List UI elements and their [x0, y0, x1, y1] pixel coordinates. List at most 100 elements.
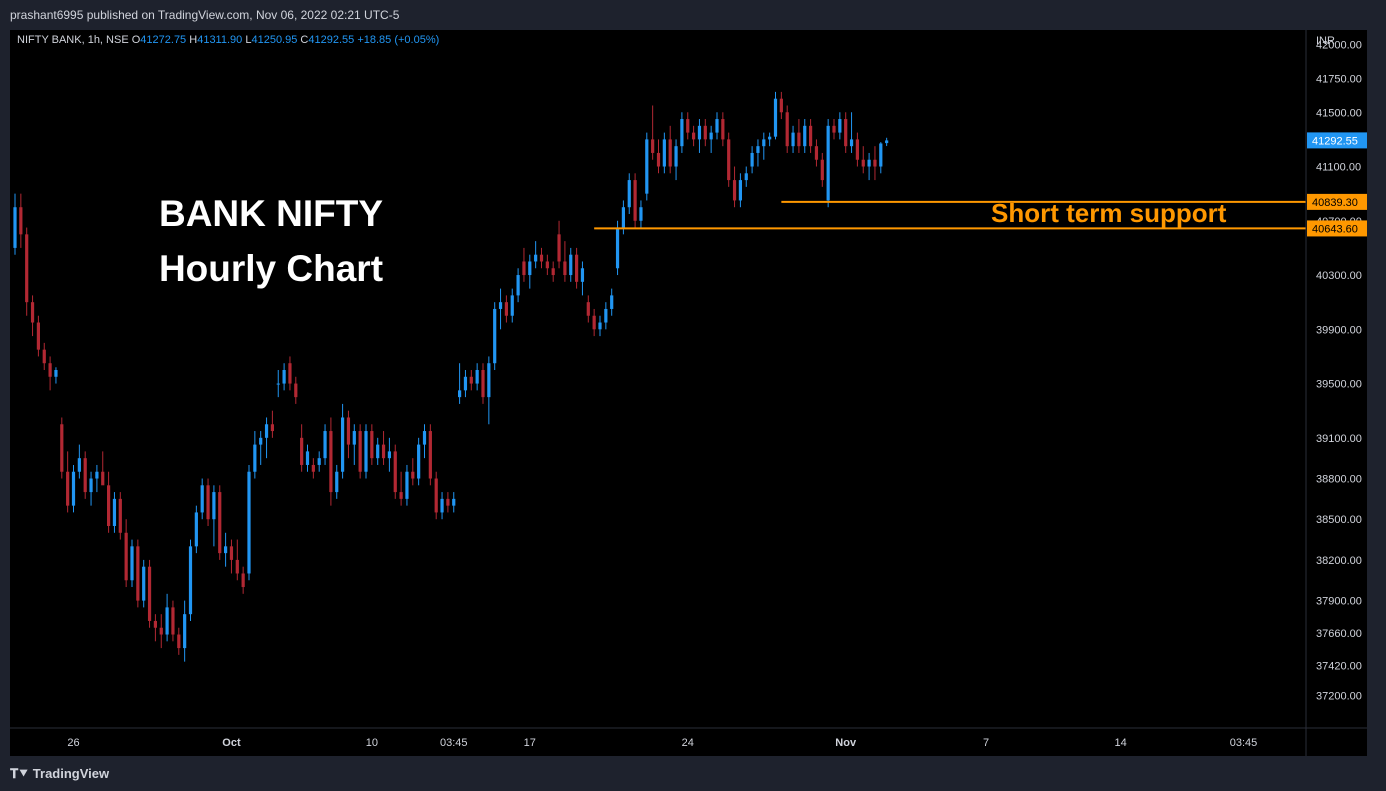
candle — [370, 424, 374, 465]
candle — [738, 173, 742, 208]
time-axis[interactable]: 26 Oct 10 03:45 17 24 Nov 7 14 03:45 — [67, 737, 1257, 749]
price-tick-label: 42000.00 — [1316, 39, 1362, 51]
candle-body — [370, 431, 374, 459]
candle — [750, 146, 754, 174]
candle-body — [422, 431, 427, 445]
candle-body — [715, 119, 719, 133]
price-axis[interactable]: 42000.0041750.0041500.0041100.0040700.00… — [1307, 39, 1367, 703]
symbol-name[interactable]: NIFTY BANK, 1h, NSE — [17, 34, 129, 46]
candle-body — [651, 139, 655, 153]
candle-body — [645, 139, 649, 194]
candle — [259, 431, 263, 465]
price-tick-label: 38800.00 — [1316, 474, 1362, 486]
candle-body — [604, 308, 608, 323]
high-value: 41311.90 — [197, 34, 243, 46]
candle-body — [744, 173, 748, 181]
candle — [604, 302, 608, 330]
candle-body — [77, 458, 81, 472]
candle — [756, 139, 760, 167]
candle — [235, 539, 239, 581]
support-tag-bg — [1307, 220, 1367, 237]
candle — [586, 295, 590, 323]
candle-body — [200, 485, 204, 513]
candle — [674, 139, 678, 181]
candle — [381, 431, 386, 465]
candle — [89, 471, 93, 506]
candle — [434, 471, 438, 520]
chart-frame[interactable]: 42000.0041750.0041500.0041100.0040700.00… — [10, 30, 1367, 756]
candle — [422, 424, 427, 459]
candle — [229, 539, 234, 574]
candle-body — [405, 471, 409, 499]
candle-body — [674, 146, 678, 167]
last-price-label: 41292.55 — [1312, 135, 1358, 147]
change-value: +18.85 (+0.05%) — [357, 34, 440, 46]
candle-body — [317, 458, 321, 465]
candle-body — [610, 295, 614, 309]
candle-body — [826, 125, 830, 201]
candle — [885, 137, 889, 147]
price-tick-label: 37200.00 — [1316, 691, 1362, 703]
candle — [376, 437, 380, 465]
candle-body — [387, 451, 391, 459]
candle-body — [364, 431, 368, 472]
symbol-legend[interactable]: NIFTY BANK, 1h, NSE O41272.75 H41311.90 … — [17, 34, 439, 46]
support-price-tag: 40839.30 — [1307, 193, 1367, 210]
candle — [212, 485, 216, 547]
candle — [475, 363, 479, 391]
price-tick-label: 41500.00 — [1316, 107, 1362, 119]
candle — [171, 600, 175, 642]
candle-body — [393, 451, 397, 493]
published-text: prashant6995 published on TradingView.co… — [10, 8, 400, 22]
candle — [610, 288, 614, 316]
candle — [487, 356, 491, 425]
candle — [651, 105, 655, 160]
candle — [563, 241, 567, 282]
annotation-line-1: BANK NIFTY — [158, 193, 384, 234]
candle — [224, 532, 228, 567]
candle — [294, 376, 298, 404]
candle-body — [814, 146, 819, 160]
close-label: C — [300, 34, 309, 46]
candle — [311, 458, 315, 479]
candle-body — [849, 139, 854, 147]
candle — [417, 437, 421, 486]
candle — [867, 152, 871, 181]
candle — [153, 614, 157, 642]
candle-body — [440, 498, 444, 513]
candle-body — [417, 444, 421, 479]
candle — [732, 166, 737, 208]
candle — [177, 627, 181, 655]
candle — [66, 451, 70, 513]
candle — [452, 492, 456, 513]
candle — [861, 146, 865, 174]
candle-body — [36, 322, 40, 350]
candle-body — [212, 492, 216, 520]
candle — [633, 173, 637, 228]
candle — [820, 152, 824, 187]
price-tick-label: 39100.00 — [1316, 433, 1362, 445]
candle-body — [768, 136, 772, 140]
candle-body — [224, 546, 228, 554]
currency-label: INR — [1316, 35, 1335, 47]
candle-body — [188, 546, 193, 615]
candle — [539, 247, 544, 269]
candle — [36, 315, 40, 357]
tradingview-logo[interactable]: 𝐓⯆ TradingView — [10, 766, 109, 782]
price-tick-label: 38500.00 — [1316, 514, 1362, 526]
candle-body — [276, 383, 280, 385]
price-tick-label: 38200.00 — [1316, 555, 1362, 567]
candle — [30, 295, 35, 337]
candle-body — [820, 159, 824, 181]
candlestick-chart[interactable]: 42000.0041750.0041500.0041100.0040700.00… — [10, 30, 1367, 756]
candle-body — [183, 614, 187, 649]
candle-body — [311, 464, 315, 472]
candle-body — [136, 546, 140, 601]
candle — [627, 173, 631, 214]
candle-body — [112, 498, 117, 526]
tradingview-logo-icon: 𝐓⯆ — [10, 766, 29, 781]
candle — [592, 308, 596, 337]
candle-body — [779, 98, 783, 113]
candle — [855, 132, 859, 167]
candle-body — [504, 302, 508, 316]
